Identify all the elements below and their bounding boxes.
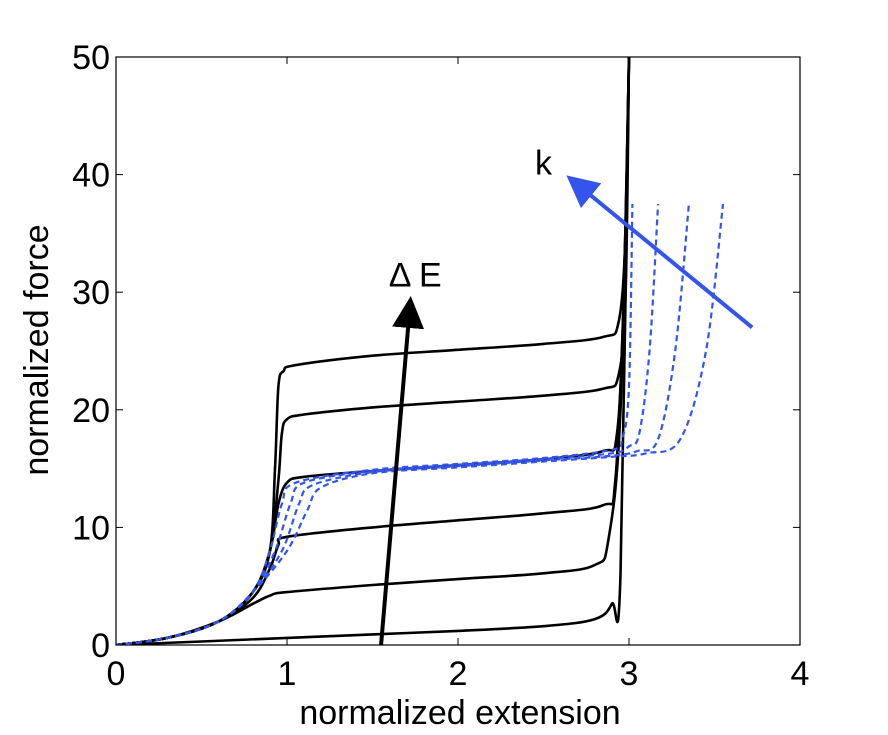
y-axis-label: normalized force (18, 224, 56, 475)
y-tick-label: 30 (72, 274, 110, 312)
delta-e-series-line (116, 57, 631, 645)
delta-e-series-line (116, 57, 631, 645)
delta-e-annotation-label: Δ E (389, 256, 442, 294)
y-tick-label: 20 (72, 392, 110, 430)
x-tick-label: 4 (791, 655, 810, 693)
delta-e-series-line (116, 57, 631, 645)
x-axis-label: normalized extension (299, 694, 620, 732)
y-tick-label: 40 (72, 157, 110, 195)
annotation-layer: Δ E k (379, 145, 754, 646)
x-tick-label: 3 (620, 655, 639, 693)
delta-e-series-line (116, 57, 631, 645)
x-tick-label: 0 (107, 655, 126, 693)
series-layer (116, 57, 725, 645)
y-tick-label: 50 (72, 39, 110, 77)
y-tick-label: 10 (72, 509, 110, 547)
k-annotation-label: k (535, 145, 553, 183)
k-arrow (566, 175, 754, 330)
x-tick-label: 2 (449, 655, 468, 693)
delta-e-series-line (116, 57, 631, 645)
delta-e-arrow (379, 295, 425, 646)
delta-e-series-line (116, 57, 631, 645)
x-tick-label: 1 (278, 655, 297, 693)
y-tick-label: 0 (91, 627, 110, 665)
k-series-line (116, 203, 634, 645)
k-series-line (116, 203, 725, 645)
